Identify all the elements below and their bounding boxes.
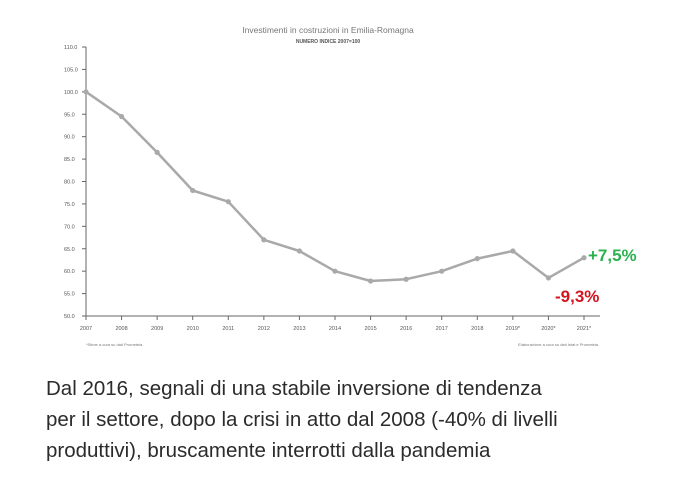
x-tick-label: 2015	[364, 326, 376, 332]
x-tick-label: 2018	[471, 326, 483, 332]
line-chart: Investimenti in costruzioni in Emilia-Ro…	[64, 25, 637, 347]
caption-line: produttivi), bruscamente interrotti dall…	[46, 439, 491, 462]
data-point	[225, 199, 231, 205]
data-point	[367, 278, 374, 284]
footnote-left: *Stime a cura su dati Prometeia	[86, 342, 143, 347]
annotation-increase: +7,5%	[588, 246, 637, 265]
y-tick-label: 110.0	[64, 45, 77, 51]
data-point	[83, 89, 89, 95]
caption-line: Dal 2016, segnali di una stabile inversi…	[46, 377, 542, 400]
x-tick-label: 2008	[115, 326, 127, 332]
data-point	[332, 268, 338, 274]
x-tick-label: 2014	[329, 326, 341, 332]
caption-line: per il settore, dopo la crisi in atto da…	[46, 408, 558, 431]
data-point	[118, 113, 125, 120]
data-point	[439, 268, 445, 274]
y-tick-label: 55.0	[64, 292, 75, 298]
data-point	[154, 149, 160, 155]
chart-title: Investimenti in costruzioni in Emilia-Ro…	[242, 25, 414, 35]
y-tick-label: 60.0	[64, 269, 75, 275]
x-tick-label: 2020*	[541, 326, 556, 332]
y-tick-label: 105.0	[64, 67, 78, 73]
x-tick-label: 2019*	[506, 326, 521, 332]
chart-subtitle: NUMERO INDICE 2007=100	[296, 39, 361, 45]
data-point	[403, 276, 409, 282]
data-point	[261, 237, 267, 243]
x-tick-label: 2017	[436, 326, 448, 332]
x-tick-label: 2013	[293, 326, 305, 332]
y-tick-label: 95.0	[64, 112, 75, 118]
y-tick-label: 65.0	[64, 247, 75, 253]
caption: Dal 2016, segnali di una stabile inversi…	[46, 373, 686, 466]
y-tick-label: 85.0	[64, 157, 75, 163]
x-tick-label: 2011	[222, 326, 234, 332]
x-tick-label: 2021*	[577, 326, 592, 332]
x-tick-label: 2016	[400, 326, 412, 332]
data-point	[510, 248, 516, 254]
footnote-right: Elaborazione a cura su dati Istat e Prom…	[518, 342, 599, 347]
y-tick-label: 80.0	[64, 180, 75, 186]
x-tick-label: 2009	[151, 326, 163, 332]
data-point	[296, 248, 303, 254]
y-tick-label: 90.0	[64, 135, 75, 141]
y-tick-label: 70.0	[64, 224, 75, 230]
data-point	[190, 187, 196, 194]
x-tick-label: 2007	[80, 326, 92, 332]
y-tick-label: 50.0	[64, 314, 75, 320]
x-axis-ticks: 2007 2008 2009 2010 2011 2012 2013 2014 2015 2016…	[80, 316, 592, 332]
annotation-decrease: -9,3%	[555, 287, 599, 306]
x-tick-label: 2012	[258, 326, 270, 332]
data-point	[581, 255, 587, 261]
data-point	[474, 256, 480, 262]
data-point	[545, 275, 552, 281]
data-points	[83, 89, 587, 284]
series-line	[85, 90, 585, 283]
y-axis-ticks: 50.0 55.0 60.0 65.0 70.0 75.0 80.0 85.0 90.0 95.0…	[64, 45, 86, 320]
y-tick-label: 75.0	[64, 202, 75, 208]
y-tick-label: 100.0	[64, 90, 78, 96]
x-tick-label: 2010	[187, 326, 199, 332]
